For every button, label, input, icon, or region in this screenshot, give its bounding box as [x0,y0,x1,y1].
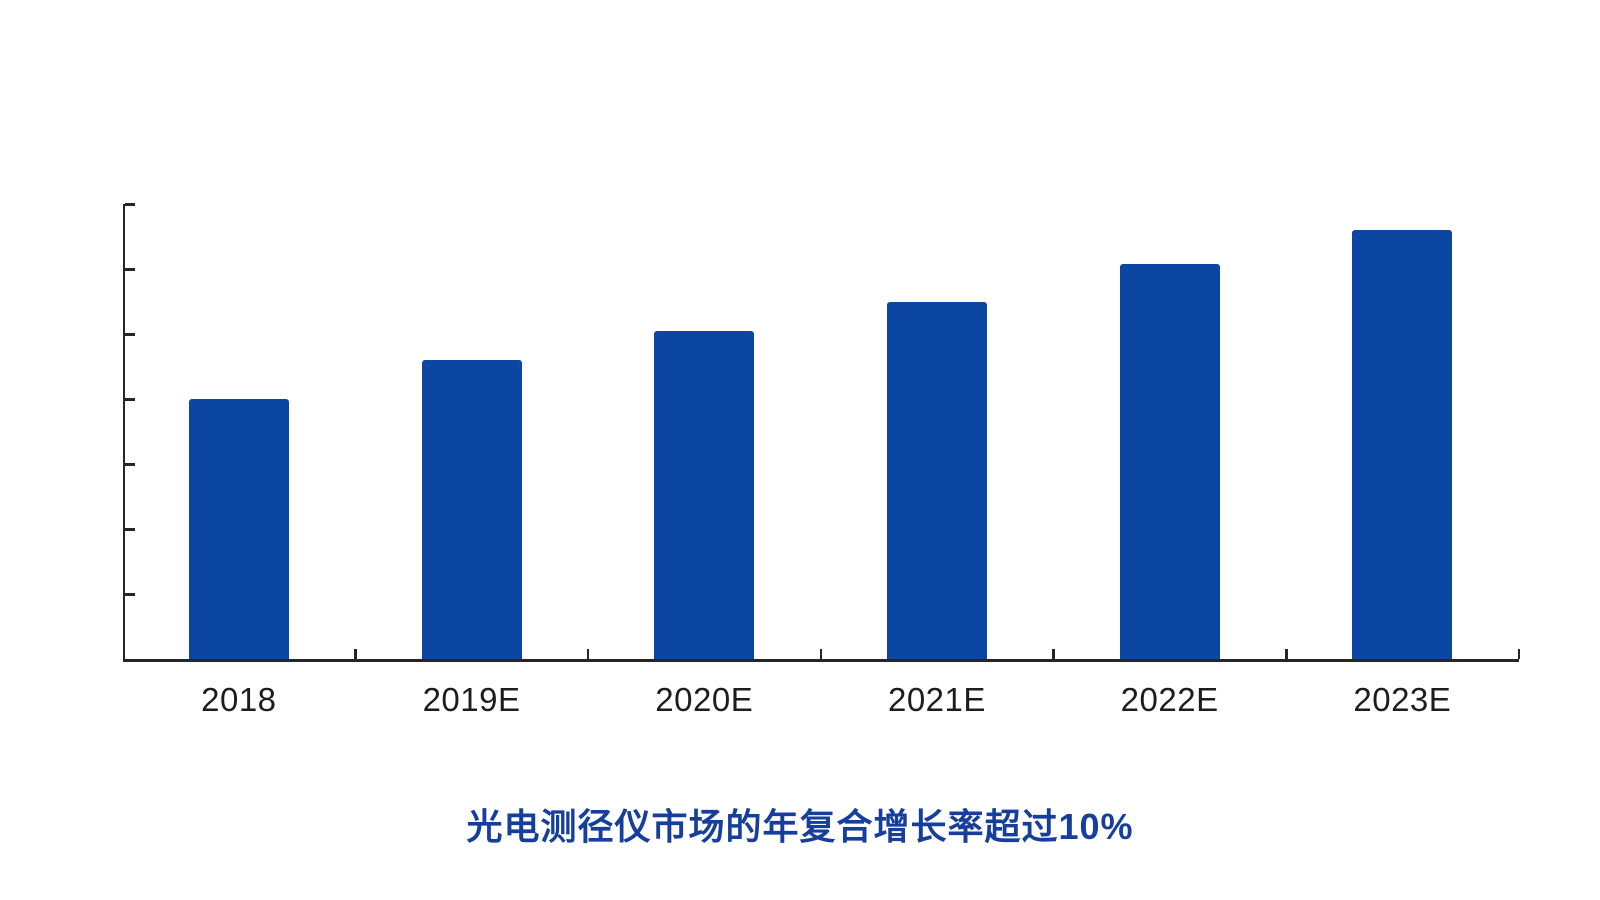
y-axis-tick [125,268,135,271]
bar-2020e [654,330,755,659]
y-axis-tick [125,528,135,531]
x-axis-label-2023e: 2023E [1353,681,1452,718]
x-axis-line [122,659,1519,662]
x-axis-label-2022e: 2022E [1120,681,1219,718]
y-axis-tick [125,203,135,206]
y-axis-line [122,204,125,662]
bar-2018 [188,399,289,659]
x-axis-tick [354,649,357,659]
x-axis-tick [1517,649,1521,659]
bar-2019e [421,360,522,659]
x-axis-label-2020e: 2020E [655,681,754,718]
bar-2022e [1119,263,1220,659]
bar-2021e [886,301,987,659]
y-axis-tick [125,333,135,336]
x-axis-tick [819,649,823,659]
x-axis-label-2018: 2018 [201,681,277,718]
x-axis-tick [1285,649,1288,659]
chart-caption: 光电测径仪市场的年复合增长率超过10% [466,806,1134,847]
x-axis-label-2019e: 2019E [422,681,521,718]
x-axis-tick [1052,649,1055,659]
bar-2023e [1352,230,1453,659]
y-axis-tick [125,398,135,401]
y-axis-tick [125,463,135,466]
y-axis-tick [125,593,135,596]
x-axis-tick [586,649,590,659]
x-axis-label-2021e: 2021E [887,681,986,718]
